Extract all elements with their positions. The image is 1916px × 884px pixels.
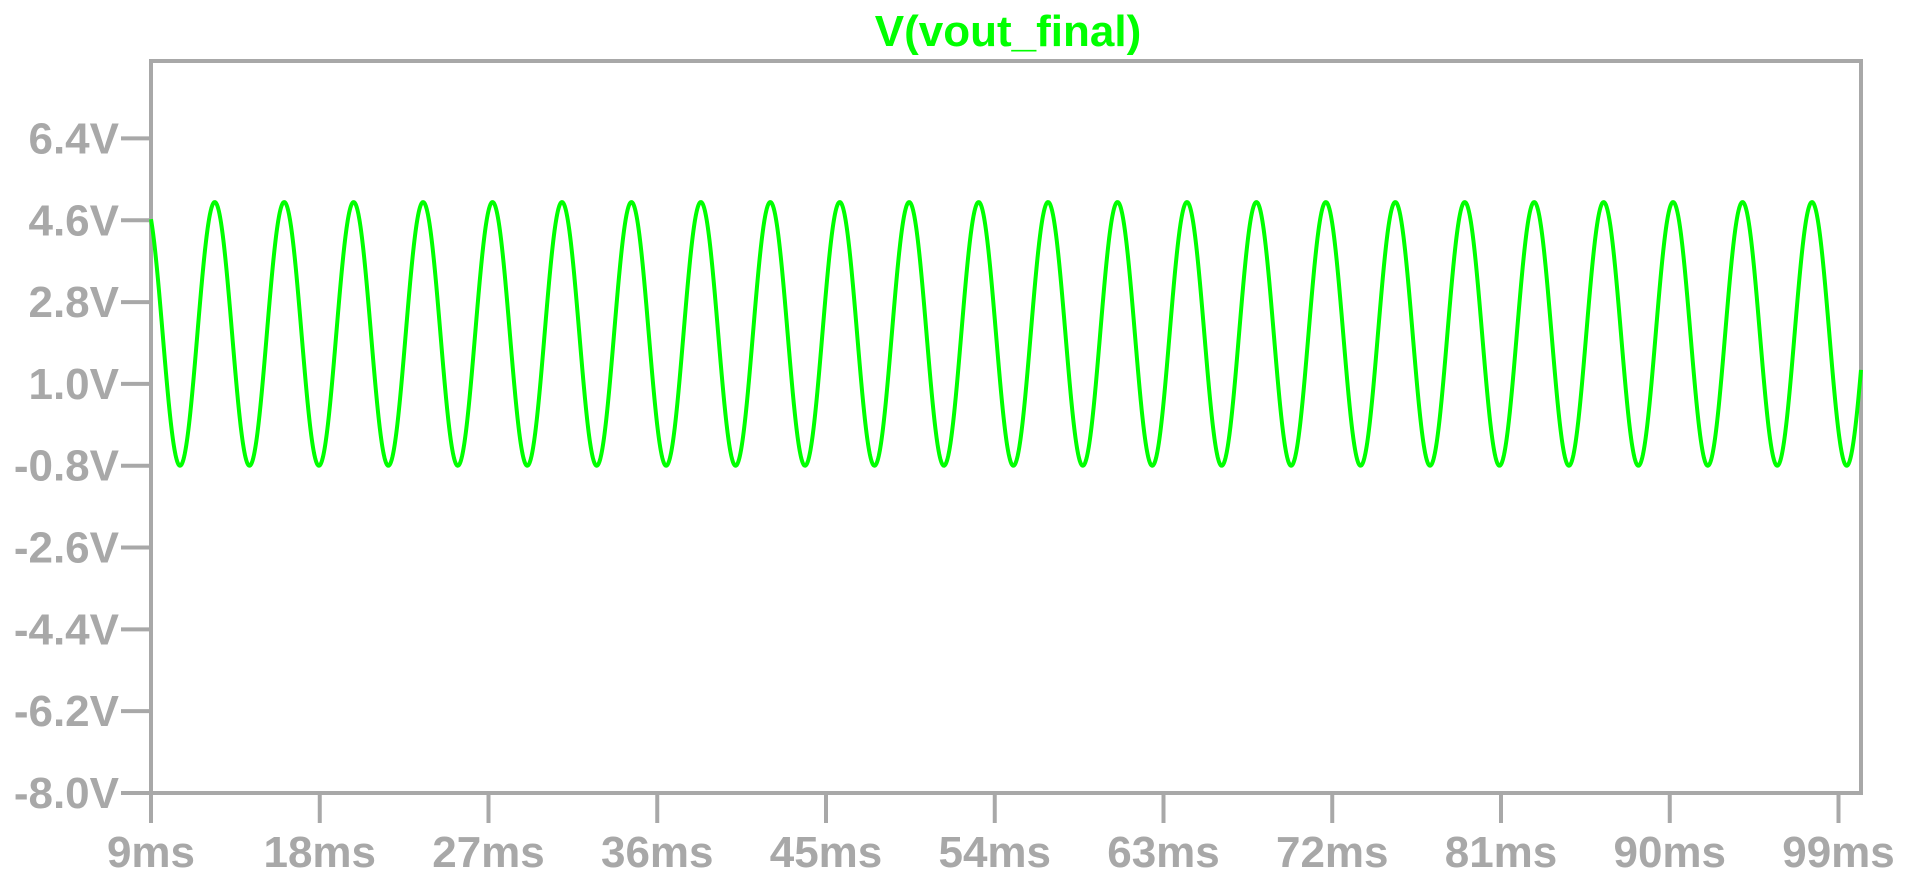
y-tick-label: 1.0V bbox=[28, 360, 119, 409]
chart-title: V(vout_final) bbox=[875, 7, 1141, 56]
y-tick-label: -6.2V bbox=[14, 687, 120, 736]
x-tick-label: 18ms bbox=[263, 828, 376, 877]
x-tick-label: 54ms bbox=[938, 828, 1051, 877]
x-tick-label: 27ms bbox=[432, 828, 545, 877]
y-tick-label: 2.8V bbox=[28, 278, 119, 327]
x-tick-label: 63ms bbox=[1107, 828, 1220, 877]
y-tick-label: -8.0V bbox=[14, 769, 120, 818]
plot-frame bbox=[149, 59, 1863, 795]
y-tick-label: 4.6V bbox=[28, 196, 119, 245]
x-tick-label: 99ms bbox=[1782, 828, 1895, 877]
y-tick-label: 6.4V bbox=[28, 114, 119, 163]
x-tick-label: 9ms bbox=[107, 828, 195, 877]
x-axis: 9ms 18ms 27ms 36ms 45ms 54ms 63ms 72ms 81ms 90ms 9… bbox=[107, 793, 1895, 877]
series-layer bbox=[149, 200, 1863, 468]
y-tick-label: -2.6V bbox=[14, 524, 120, 573]
y-tick-label: -0.8V bbox=[14, 442, 120, 491]
x-tick-label: 81ms bbox=[1445, 828, 1558, 877]
y-axis: 6.4V 4.6V 2.8V 1.0V -0.8V -2.6V -4.4V -6.2V -8.0… bbox=[14, 114, 151, 818]
x-tick-label: 36ms bbox=[601, 828, 714, 877]
x-tick-label: 45ms bbox=[770, 828, 883, 877]
x-tick-label: 72ms bbox=[1276, 828, 1389, 877]
y-tick-label: -4.4V bbox=[14, 605, 120, 654]
x-tick-label: 90ms bbox=[1613, 828, 1726, 877]
series-line-vout-final bbox=[149, 200, 1863, 468]
